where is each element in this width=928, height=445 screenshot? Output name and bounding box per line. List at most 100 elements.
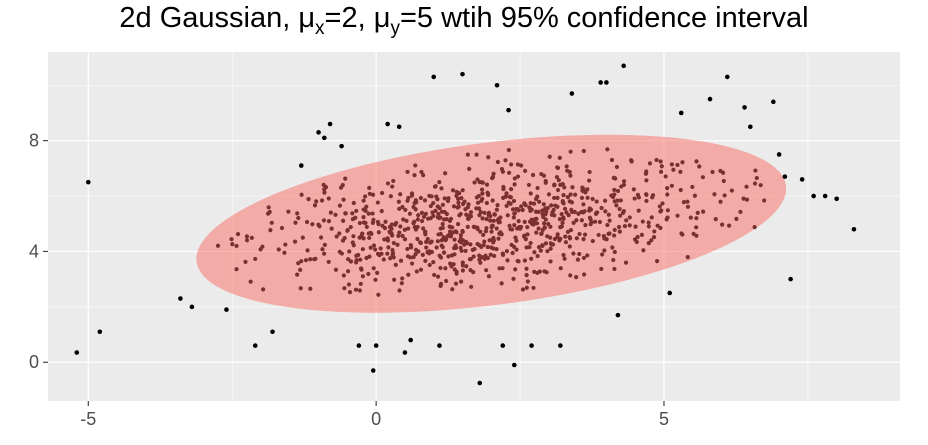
data-point xyxy=(519,163,524,168)
data-point xyxy=(694,216,699,221)
data-point xyxy=(577,251,582,257)
data-point xyxy=(433,208,438,213)
data-point xyxy=(215,243,221,248)
data-point xyxy=(366,211,371,216)
data-point xyxy=(472,224,477,230)
data-point xyxy=(556,178,561,183)
data-point xyxy=(360,274,366,279)
data-point xyxy=(643,171,649,176)
data-point xyxy=(298,163,304,168)
data-point xyxy=(543,178,548,184)
data-point xyxy=(511,215,516,220)
data-point xyxy=(569,91,575,96)
data-point xyxy=(675,213,680,218)
data-point xyxy=(435,215,440,220)
mu-y-value: =5 wtih 95% confidence interval xyxy=(399,2,809,34)
data-point xyxy=(319,198,325,203)
data-point xyxy=(694,159,699,164)
data-point xyxy=(85,179,91,185)
data-point xyxy=(402,237,408,242)
data-point xyxy=(296,215,301,221)
data-point xyxy=(482,239,487,244)
data-point xyxy=(599,205,604,211)
data-point xyxy=(416,213,421,218)
data-point xyxy=(571,220,576,225)
data-point xyxy=(427,240,433,245)
data-point xyxy=(465,224,470,229)
data-point xyxy=(614,203,619,208)
data-point xyxy=(249,235,254,240)
data-point xyxy=(447,229,453,234)
data-point xyxy=(692,193,698,198)
mu-y-subscript: y xyxy=(390,17,400,39)
data-point xyxy=(615,198,620,203)
data-point xyxy=(340,183,345,188)
data-point xyxy=(460,188,465,193)
data-point xyxy=(253,256,258,262)
data-point xyxy=(446,254,451,259)
data-point xyxy=(509,162,514,167)
data-point xyxy=(445,198,451,204)
data-point xyxy=(565,229,571,234)
data-point xyxy=(799,177,805,182)
data-point xyxy=(354,258,359,263)
data-point xyxy=(685,199,690,204)
data-point xyxy=(312,203,318,208)
data-point xyxy=(439,238,444,243)
data-point xyxy=(615,188,621,194)
data-point xyxy=(568,227,574,233)
data-point xyxy=(74,350,80,355)
data-point xyxy=(472,180,477,185)
data-point xyxy=(618,198,623,203)
data-point xyxy=(607,231,612,236)
data-point xyxy=(659,164,664,169)
data-point xyxy=(554,174,560,180)
data-point xyxy=(659,208,664,213)
data-point xyxy=(741,196,746,201)
data-point xyxy=(440,202,446,207)
data-point xyxy=(443,171,448,176)
data-point xyxy=(506,170,512,175)
data-point xyxy=(351,234,356,239)
data-point xyxy=(558,236,563,241)
data-point xyxy=(316,130,321,135)
data-point xyxy=(354,208,359,214)
data-point xyxy=(548,235,553,240)
data-point xyxy=(353,287,359,292)
data-point xyxy=(602,248,607,253)
data-point xyxy=(568,192,573,197)
data-point xyxy=(515,258,520,264)
data-point xyxy=(557,155,562,160)
data-point xyxy=(555,204,560,209)
data-point xyxy=(405,246,410,252)
data-point xyxy=(658,159,663,164)
data-point xyxy=(370,211,375,216)
data-point xyxy=(367,235,372,241)
data-point xyxy=(555,165,561,171)
data-point xyxy=(443,266,448,271)
data-point xyxy=(707,96,713,102)
data-point xyxy=(607,218,612,223)
data-point xyxy=(361,220,366,225)
data-point xyxy=(558,343,563,348)
data-point xyxy=(371,243,377,248)
data-point xyxy=(629,159,634,164)
data-point xyxy=(342,286,347,291)
data-point xyxy=(624,218,629,223)
data-point xyxy=(590,238,595,244)
data-point xyxy=(497,266,502,271)
data-point xyxy=(450,287,455,292)
data-point xyxy=(744,184,749,189)
data-point xyxy=(678,187,683,193)
data-point xyxy=(366,271,371,277)
data-point xyxy=(478,210,483,215)
data-point xyxy=(477,257,482,262)
data-point xyxy=(472,246,477,252)
data-point xyxy=(612,227,617,232)
data-point xyxy=(388,256,393,261)
data-point xyxy=(581,148,586,154)
data-point xyxy=(512,176,517,181)
data-point xyxy=(567,244,572,249)
data-point xyxy=(633,224,638,229)
data-point xyxy=(680,160,685,165)
